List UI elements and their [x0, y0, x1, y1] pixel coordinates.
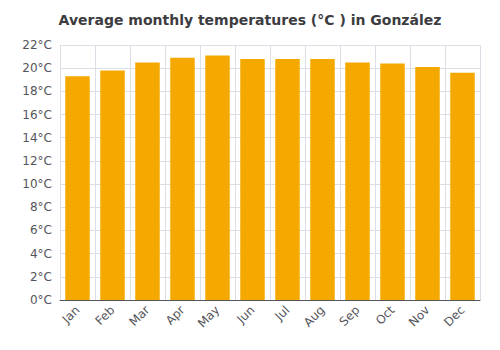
svg-text:Sep: Sep [337, 303, 363, 329]
svg-text:Nov: Nov [406, 303, 432, 329]
svg-text:May: May [195, 303, 222, 330]
svg-text:14°C: 14°C [22, 131, 52, 145]
svg-text:10°C: 10°C [22, 177, 52, 191]
svg-text:18°C: 18°C [22, 84, 52, 98]
svg-text:0°C: 0°C [30, 293, 52, 307]
svg-text:8°C: 8°C [30, 200, 52, 214]
svg-text:Apr: Apr [163, 303, 188, 328]
svg-text:Feb: Feb [93, 303, 118, 328]
svg-text:Aug: Aug [301, 303, 327, 329]
svg-text:22°C: 22°C [22, 38, 52, 52]
svg-text:Jul: Jul [272, 303, 293, 324]
svg-text:Mar: Mar [127, 303, 153, 329]
svg-text:Dec: Dec [441, 303, 467, 329]
svg-text:Jun: Jun [234, 303, 258, 327]
svg-text:Oct: Oct [373, 303, 398, 328]
svg-text:2°C: 2°C [30, 270, 52, 284]
svg-text:12°C: 12°C [22, 154, 52, 168]
svg-text:4°C: 4°C [30, 247, 52, 261]
svg-text:20°C: 20°C [22, 61, 52, 75]
svg-text:Jan: Jan [59, 303, 83, 327]
svg-text:6°C: 6°C [30, 223, 52, 237]
svg-text:Average monthly temperatures (: Average monthly temperatures (°C ) in Go… [59, 12, 442, 28]
svg-text:16°C: 16°C [22, 108, 52, 122]
